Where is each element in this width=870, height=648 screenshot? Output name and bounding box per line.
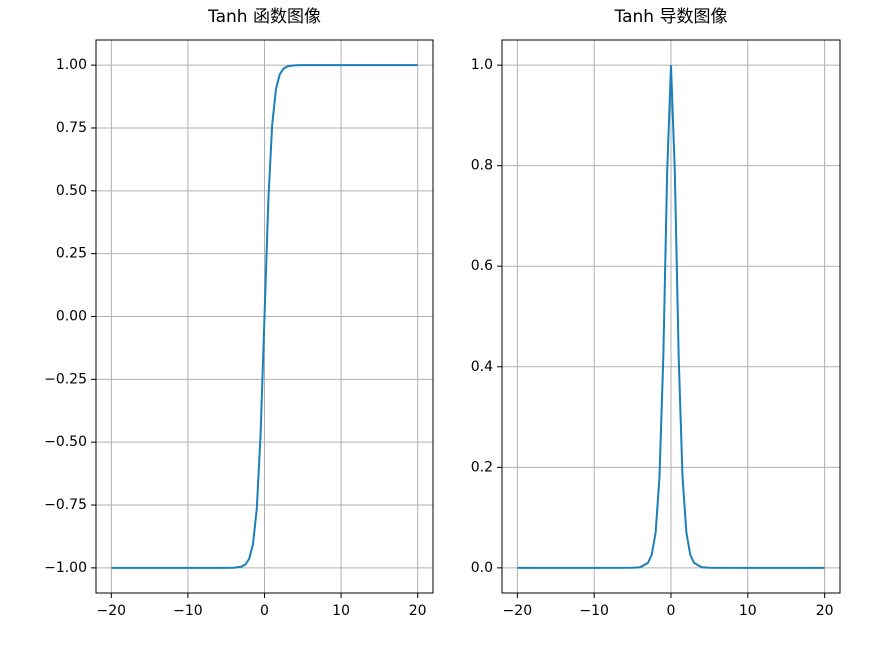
y-tick-label: −1.00 xyxy=(44,560,87,576)
y-tick-label: 0.75 xyxy=(56,120,87,136)
x-tick-label: 20 xyxy=(409,603,427,619)
x-tick-label: 0 xyxy=(260,603,269,619)
y-tick-label: 1.0 xyxy=(471,57,493,73)
x-tick-label: −10 xyxy=(173,603,203,619)
line xyxy=(517,65,825,569)
y-tick-label: −0.25 xyxy=(44,371,87,387)
axes-frame xyxy=(501,39,841,594)
y-tick-label: 0.6 xyxy=(471,258,493,274)
x-tick-label: −20 xyxy=(97,603,127,619)
y-tick-label: 0.0 xyxy=(471,560,493,576)
x-tick-label: −20 xyxy=(503,603,533,619)
x-tick-label: 20 xyxy=(816,603,834,619)
x-tick-label: −10 xyxy=(579,603,609,619)
y-tick-label: 1.00 xyxy=(56,57,87,73)
x-tick-label: 10 xyxy=(332,603,350,619)
y-tick-label: −0.50 xyxy=(44,434,87,450)
axes-frame xyxy=(95,39,434,594)
y-tick-label: −0.75 xyxy=(44,497,87,513)
x-tick-label: 0 xyxy=(667,603,676,619)
y-tick-label: 0.4 xyxy=(471,359,493,375)
x-tick-label: 10 xyxy=(739,603,757,619)
y-tick-label: 0.25 xyxy=(56,246,87,262)
y-tick-label: 0.2 xyxy=(471,459,493,475)
chart-title: Tanh 导数图像 xyxy=(614,7,728,27)
y-tick-label: 0.00 xyxy=(56,309,87,325)
chart-title: Tanh 函数图像 xyxy=(207,7,321,27)
y-tick-label: 0.50 xyxy=(56,183,87,199)
y-tick-label: 0.8 xyxy=(471,158,493,174)
line xyxy=(111,64,418,569)
